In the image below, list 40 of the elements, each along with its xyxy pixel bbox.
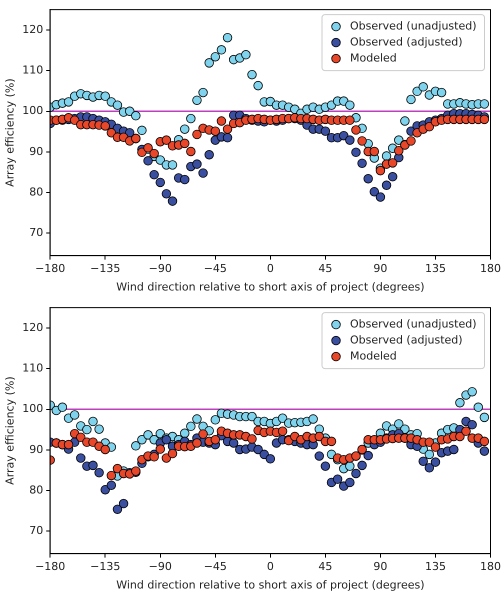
- x-tick-label: 0: [266, 262, 274, 276]
- y-axis-title: Array efficiency (%): [3, 78, 16, 187]
- x-tick-label: −90: [148, 560, 172, 574]
- legend-label: Observed (adjusted): [350, 35, 463, 48]
- y-tick-label: 70: [29, 524, 44, 538]
- y-tick-label: 120: [22, 22, 44, 36]
- y-axis-title: Array efficiency (%): [3, 376, 16, 485]
- x-tick-label: −180: [35, 262, 66, 276]
- x-tick-label: 180: [480, 262, 501, 276]
- x-tick-label: 135: [424, 560, 446, 574]
- x-tick-label: −135: [90, 262, 120, 276]
- x-tick-label: 180: [480, 560, 501, 574]
- x-tick-label: −45: [204, 560, 227, 574]
- x-tick-label: 0: [266, 560, 274, 574]
- x-tick-label: 45: [318, 262, 332, 276]
- x-tick-label: 90: [373, 262, 388, 276]
- y-tick-label: 90: [29, 144, 44, 158]
- x-tick-label: −180: [35, 560, 66, 574]
- legend-label: Modeled: [350, 349, 397, 362]
- y-tick-label: 80: [29, 483, 44, 496]
- x-tick-label: 45: [318, 560, 332, 574]
- x-axis-title: Wind direction relative to short axis of project (degrees): [116, 280, 425, 294]
- y-tick-label: 120: [22, 320, 44, 334]
- y-tick-label: 80: [29, 185, 44, 198]
- x-tick-label: 90: [373, 560, 388, 574]
- y-tick-label: 110: [22, 361, 44, 374]
- y-tick-label: 100: [22, 402, 44, 416]
- x-tick-label: −135: [90, 560, 120, 574]
- y-tick-label: 90: [29, 442, 44, 456]
- legend-label: Observed (unadjusted): [350, 317, 477, 330]
- legend-label: Observed (adjusted): [350, 333, 463, 346]
- x-tick-label: −45: [204, 262, 227, 276]
- x-axis-title: Wind direction relative to short axis of project (degrees): [116, 578, 425, 592]
- y-tick-label: 70: [29, 226, 44, 240]
- legend-label: Modeled: [350, 51, 397, 64]
- legend-label: Observed (unadjusted): [350, 19, 477, 32]
- x-tick-label: −90: [148, 262, 172, 276]
- y-tick-label: 100: [22, 104, 44, 118]
- x-tick-label: 135: [424, 262, 446, 276]
- y-tick-label: 110: [22, 63, 44, 76]
